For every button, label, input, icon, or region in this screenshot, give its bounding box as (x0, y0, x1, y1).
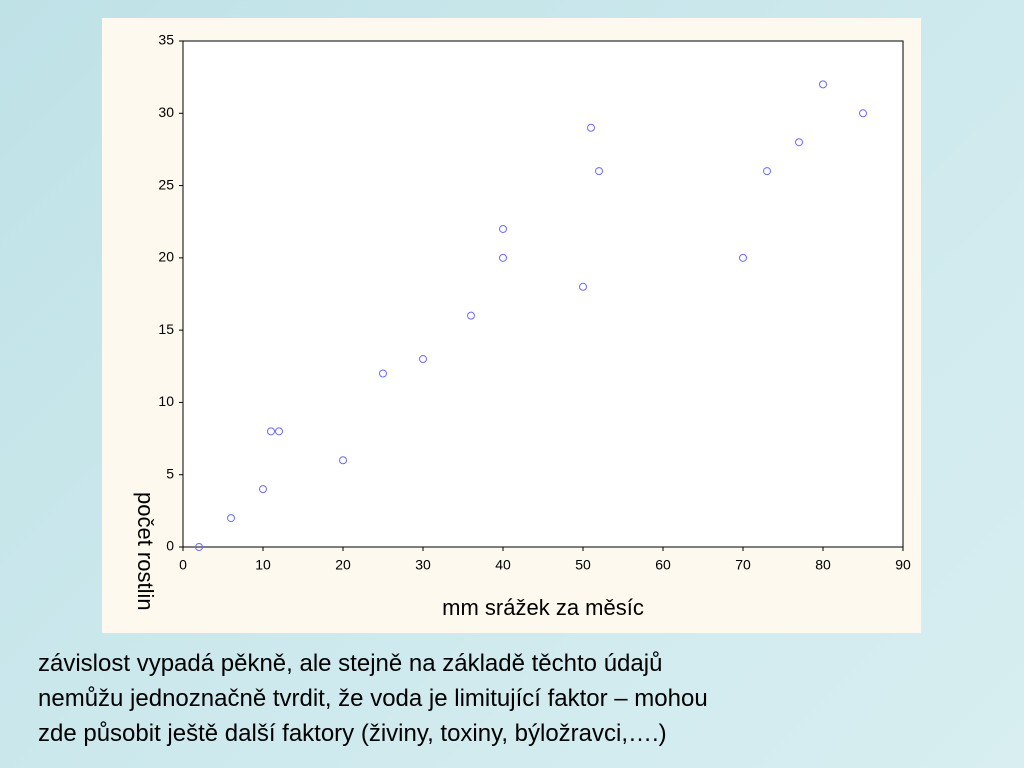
text-line: nemůžu jednoznačně tvrdit, že voda je li… (38, 685, 708, 712)
point (499, 224, 507, 233)
x-tick-label: 60 (655, 557, 671, 573)
point (259, 485, 267, 494)
point (467, 311, 475, 320)
chart: mm srážek za měsíc počet rostlin 0 10 20 30… (133, 32, 911, 620)
plot-area (182, 40, 904, 548)
point (739, 253, 747, 262)
x-axis-title: mm srážek za měsíc (442, 595, 644, 620)
y-tick-label: 20 (158, 249, 174, 265)
point (339, 456, 347, 465)
point (763, 167, 771, 176)
y-tick-label: 25 (158, 176, 174, 192)
x-tick-label: 0 (179, 557, 187, 573)
text-line: zde působit ještě další faktory (živiny,… (38, 720, 667, 747)
x-tick-label: 50 (575, 557, 591, 573)
point (227, 514, 235, 523)
x-tick-label: 40 (495, 557, 511, 573)
point (267, 427, 275, 436)
x-tick-label: 20 (335, 557, 351, 573)
point (595, 167, 603, 176)
y-tick-label: 0 (166, 538, 174, 554)
y-tick-label: 5 (166, 465, 174, 481)
point (579, 282, 587, 291)
text-line: závislost vypadá pěkně, ale stejně na zá… (38, 650, 662, 677)
y-tick-label: 30 (158, 104, 174, 120)
point (587, 123, 595, 132)
x-tick-label: 70 (735, 557, 751, 573)
point (195, 543, 203, 551)
point (379, 369, 387, 378)
point (275, 427, 283, 436)
x-tick-label: 30 (415, 557, 431, 573)
body-text: závislost vypadá pěkně, ale stejně na zá… (38, 650, 708, 747)
y-tick-label: 10 (158, 393, 174, 409)
point (819, 80, 827, 89)
point (499, 253, 507, 262)
y-axis-title: počet rostlin (133, 492, 158, 611)
x-tick-label: 90 (895, 557, 911, 573)
y-tick-label: 35 (158, 32, 174, 48)
point (419, 355, 427, 364)
point (859, 109, 867, 118)
x-tick-label: 10 (255, 557, 271, 573)
y-tick-label: 15 (158, 321, 174, 337)
point (795, 138, 803, 147)
x-tick-label: 80 (815, 557, 831, 573)
